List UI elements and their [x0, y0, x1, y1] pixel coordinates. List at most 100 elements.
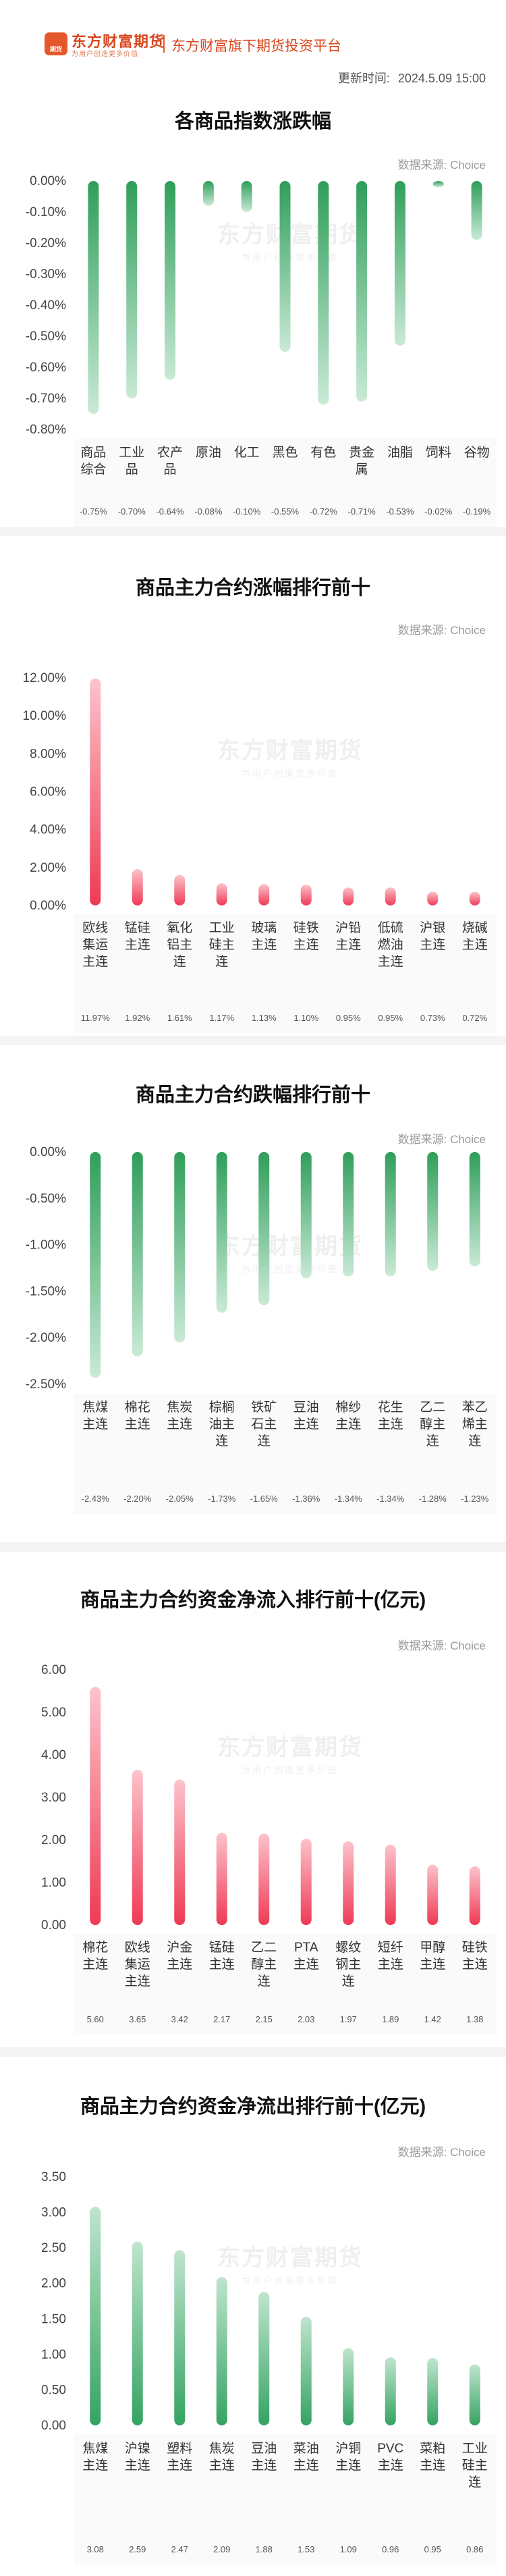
chart-title: 商品主力合约跌幅排行前十 [135, 1084, 370, 1106]
x-category-label: 油脂 [387, 445, 413, 460]
x-category-label: 醇主 [251, 1957, 277, 1972]
x-category-label: PTA [294, 1941, 318, 1955]
bar [90, 1687, 101, 1925]
x-category-label: 主连 [293, 1957, 319, 1972]
value-label: -1.65% [250, 1494, 279, 1504]
value-label: 2.17 [213, 2014, 230, 2024]
bar [174, 2250, 186, 2425]
chart-section-net-outflow: 商品主力合约资金净流出排行前十(亿元) 数据来源: Choice 东方财富期货为… [0, 2057, 506, 2576]
value-label: 2.09 [213, 2544, 230, 2554]
bar [90, 2207, 101, 2425]
update-value: 2024.5.09 15:00 [397, 72, 486, 85]
x-category-label: 沪金 [167, 1940, 192, 1955]
x-category-label: 塑料 [167, 2441, 192, 2456]
x-category-label: 低硫 [378, 920, 403, 935]
value-label: -0.75% [80, 506, 108, 517]
x-category-label: 棉花 [125, 1400, 150, 1415]
x-category-label: 贵金 [349, 445, 374, 460]
category-band [74, 914, 496, 1033]
x-category-label: 主连 [462, 937, 488, 952]
value-label: -1.34% [335, 1494, 363, 1504]
bar [174, 1152, 186, 1343]
chart-section-net-inflow: 商品主力合约资金净流入排行前十(亿元) 数据来源: Choice 东方财富期货为… [0, 1552, 506, 2047]
bar [318, 181, 329, 405]
x-category-label: 主连 [420, 2458, 445, 2473]
value-label: 0.96 [382, 2544, 399, 2554]
value-label: 1.89 [382, 2014, 399, 2024]
bar [132, 2241, 143, 2425]
x-category-label: 硅主 [209, 937, 235, 952]
value-label: 2.59 [129, 2544, 146, 2554]
value-label: 1.88 [256, 2544, 273, 2554]
x-category-label: 主连 [335, 2458, 361, 2473]
x-category-label: PVC [377, 2442, 403, 2456]
value-label: 2.47 [171, 2544, 188, 2554]
y-tick-label: 6.00% [30, 785, 66, 799]
x-category-label: 主连 [82, 1957, 108, 1972]
x-category-label: 沪银 [420, 920, 445, 935]
bar [343, 887, 354, 905]
chart-source: 数据来源: Choice [397, 624, 486, 637]
y-tick-label: 0.00 [41, 1918, 66, 1933]
value-label: 1.38 [466, 2014, 483, 2024]
bar [427, 2358, 439, 2425]
y-tick-label: 12.00% [23, 671, 67, 685]
x-category-label: 工业 [209, 920, 235, 935]
bar [216, 1833, 227, 1925]
y-tick-label: 8.00% [30, 747, 66, 761]
x-category-label: 油主 [209, 1417, 235, 1431]
platform-tagline: 东方财富旗下期货投资平台 [171, 38, 341, 54]
x-category-label: 主连 [125, 1974, 150, 1989]
x-category-label: 饲料 [426, 445, 451, 460]
bar [356, 181, 368, 402]
y-tick-label: -0.10% [26, 205, 66, 219]
x-category-label: 醇主 [420, 1417, 445, 1431]
y-tick-label: -0.40% [26, 298, 66, 313]
x-category-label: 欧线 [125, 1940, 150, 1955]
x-category-label: 主连 [378, 2458, 403, 2473]
bar [343, 2348, 354, 2425]
x-category-label: 主连 [209, 1957, 235, 1972]
value-label: 0.73% [420, 1013, 445, 1023]
x-category-label: 主连 [167, 2458, 192, 2473]
x-category-label: 沪镍 [125, 2441, 150, 2456]
y-tick-label: 0.50 [41, 2383, 66, 2397]
x-category-label: 工业 [119, 445, 144, 460]
bar [90, 678, 101, 905]
bar [126, 181, 138, 398]
x-category-label: 黑色 [272, 445, 298, 460]
value-label: -1.36% [292, 1494, 320, 1504]
x-category-label: 连 [342, 1974, 355, 1989]
chart-top-gainers: 12.00% 10.00% 8.00% 6.00% 4.00% 2.00% 0.00% 欧线集… [23, 671, 496, 1033]
x-category-label: 棉花 [82, 1940, 108, 1955]
x-category-label: 连 [215, 1434, 228, 1448]
value-label: 0.86 [466, 2544, 483, 2554]
y-tick-label: -0.70% [26, 392, 66, 406]
y-tick-label: 0.00% [30, 1145, 66, 1159]
bar [88, 181, 99, 414]
y-tick-label: -0.50% [26, 1192, 66, 1206]
bar [258, 1152, 270, 1306]
x-category-label: 铁矿 [251, 1400, 277, 1415]
x-category-label: 工业 [462, 2441, 488, 2456]
value-label: -1.73% [208, 1494, 236, 1504]
section-divider [0, 1542, 506, 1552]
bar [174, 874, 186, 905]
bar [471, 181, 482, 240]
value-label: 1.53 [298, 2544, 314, 2554]
x-category-label: 主连 [209, 2458, 235, 2473]
category-band [74, 1934, 496, 2034]
x-category-label: 焦炭 [209, 2441, 235, 2456]
value-label: 0.95% [336, 1013, 361, 1023]
x-category-label: 硅铁 [293, 920, 319, 935]
y-tick-label: -2.50% [26, 1377, 66, 1392]
value-label: -2.43% [82, 1494, 110, 1504]
update-time: 更新时间: 2024.5.09 15:00 [338, 69, 486, 86]
value-label: -0.10% [233, 506, 261, 517]
update-label: 更新时间: [337, 72, 390, 85]
x-category-label: 焦煤 [82, 2441, 108, 2456]
x-category-label: 主连 [420, 1957, 445, 1972]
y-tick-label: 0.00 [41, 2419, 66, 2433]
y-tick-label: 4.00% [30, 823, 66, 837]
